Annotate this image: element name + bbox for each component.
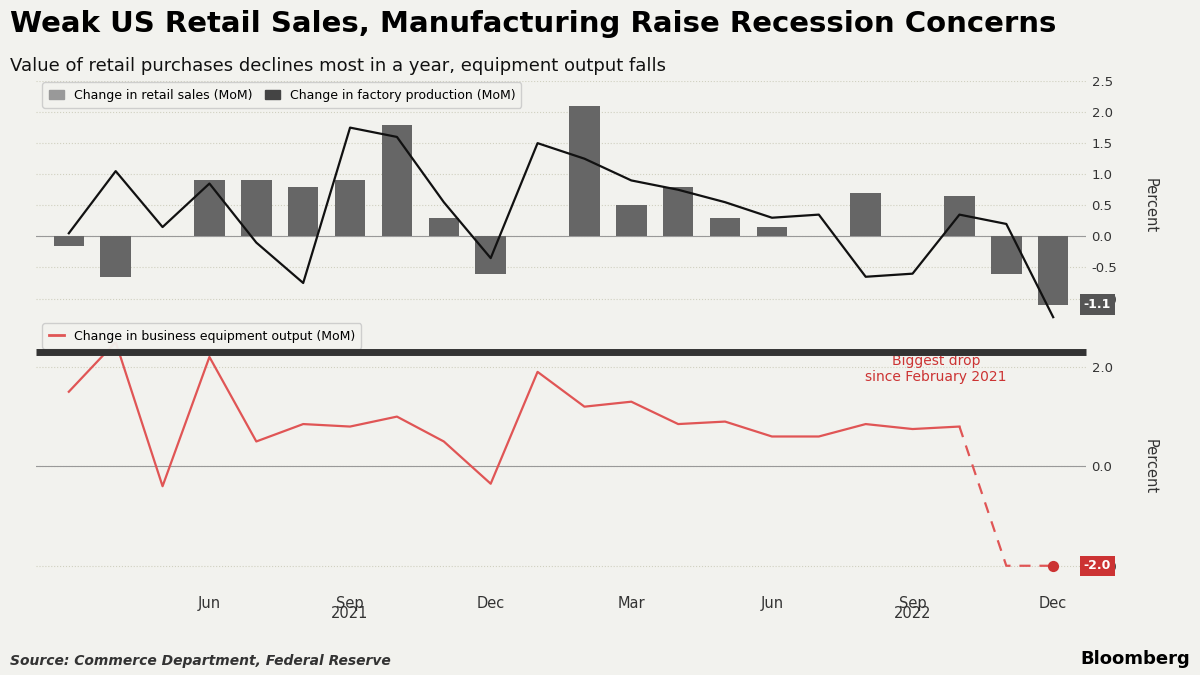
Text: Source: Commerce Department, Federal Reserve: Source: Commerce Department, Federal Res… <box>10 654 390 668</box>
Text: 2022: 2022 <box>894 606 931 621</box>
Bar <box>944 196 974 236</box>
Bar <box>335 180 365 236</box>
Bar <box>1038 236 1068 304</box>
Text: 2021: 2021 <box>331 606 368 621</box>
Bar <box>101 236 131 277</box>
Point <box>1044 560 1063 571</box>
Text: -1.1: -1.1 <box>1084 298 1111 311</box>
Bar <box>662 187 694 236</box>
Bar <box>710 218 740 236</box>
Bar <box>288 187 318 236</box>
Bar <box>616 205 647 236</box>
Bar <box>991 236 1021 273</box>
Bar <box>475 236 506 273</box>
Bar <box>241 180 271 236</box>
Bar <box>382 124 412 236</box>
Y-axis label: Percent: Percent <box>1142 178 1157 233</box>
Legend: Change in retail sales (MoM), Change in factory production (MoM): Change in retail sales (MoM), Change in … <box>42 82 521 108</box>
Text: -2.0: -2.0 <box>1084 560 1111 572</box>
Bar <box>54 236 84 246</box>
Bar <box>569 106 600 236</box>
Legend: Change in business equipment output (MoM): Change in business equipment output (MoM… <box>42 323 361 349</box>
Bar <box>851 193 881 236</box>
Text: Biggest drop
since February 2021: Biggest drop since February 2021 <box>865 354 1007 384</box>
Text: Value of retail purchases declines most in a year, equipment output falls: Value of retail purchases declines most … <box>10 57 666 76</box>
Bar <box>428 218 460 236</box>
Text: ≡: ≡ <box>1195 653 1200 668</box>
Y-axis label: Percent: Percent <box>1142 439 1157 494</box>
Bar <box>194 180 224 236</box>
Text: Weak US Retail Sales, Manufacturing Raise Recession Concerns: Weak US Retail Sales, Manufacturing Rais… <box>10 10 1056 38</box>
Bar <box>757 227 787 236</box>
Text: Bloomberg: Bloomberg <box>1081 650 1190 668</box>
